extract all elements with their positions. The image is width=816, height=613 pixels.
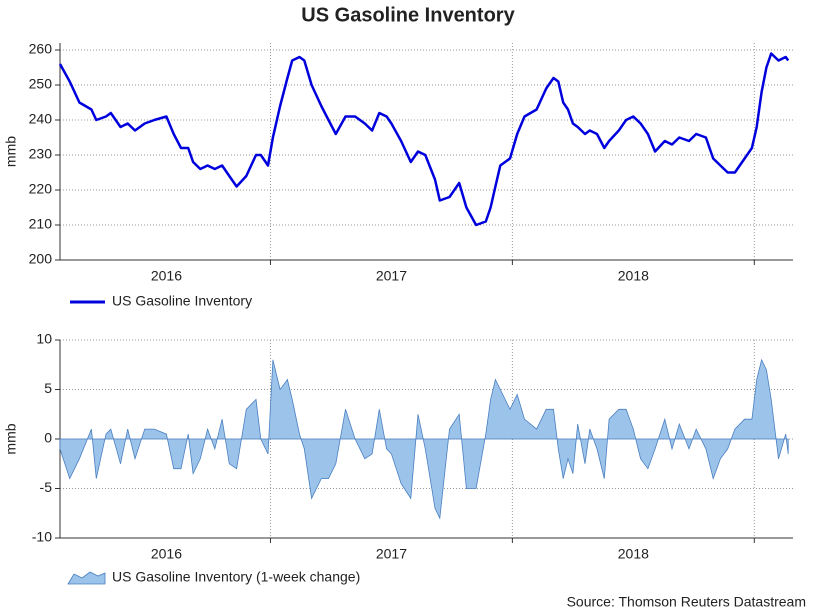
legend-label: US Gasoline Inventory (1-week change) (112, 569, 360, 585)
y-tick-label: 200 (29, 251, 53, 267)
x-tick-label: 2017 (376, 546, 407, 562)
y-tick-label: 5 (44, 380, 52, 396)
x-tick-label: 2016 (151, 546, 182, 562)
y-tick-label: 10 (36, 331, 52, 347)
y-tick-label: 250 (29, 76, 53, 92)
y-tick-label: 240 (29, 111, 53, 127)
legend-swatch (67, 571, 106, 585)
y-tick-label: -5 (40, 479, 53, 495)
y-axis-label: mmb (3, 423, 19, 454)
y-tick-label: 230 (29, 146, 53, 162)
y-tick-label: 220 (29, 181, 53, 197)
x-tick-label: 2016 (151, 268, 182, 284)
y-tick-label: 210 (29, 216, 53, 232)
y-tick-label: -10 (32, 529, 52, 545)
series-area (59, 358, 789, 520)
legend-label: US Gasoline Inventory (112, 293, 252, 309)
x-tick-label: 2018 (618, 546, 649, 562)
y-axis-label: mmb (3, 136, 19, 167)
x-tick-label: 2017 (376, 268, 407, 284)
x-tick-label: 2018 (618, 268, 649, 284)
source: Source: Thomson Reuters Datastream (567, 594, 806, 610)
y-tick-label: 0 (44, 430, 52, 446)
y-tick-label: 260 (29, 41, 53, 57)
title: US Gasoline Inventory (301, 4, 515, 26)
series-line (58, 52, 790, 227)
